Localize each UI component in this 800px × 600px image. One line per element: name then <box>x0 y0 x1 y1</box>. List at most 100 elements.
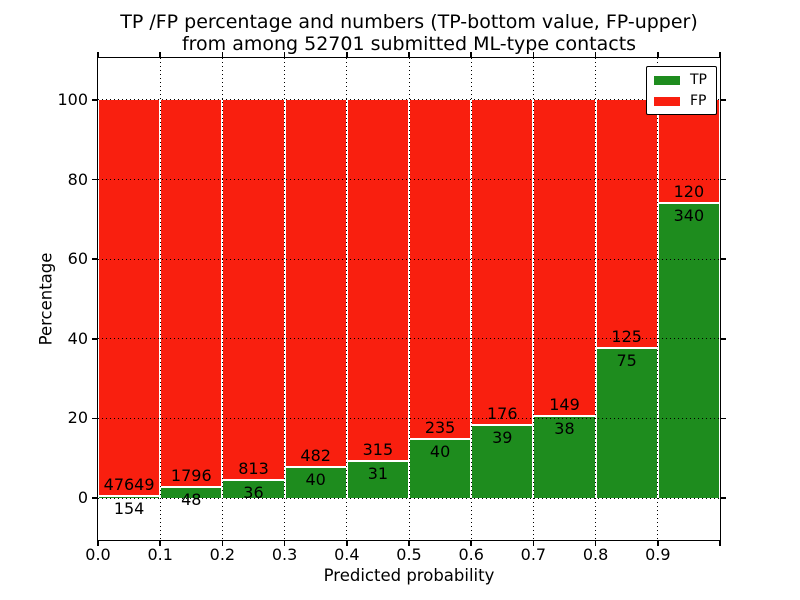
tp-bar <box>161 487 222 498</box>
tp-count-label: 154 <box>113 498 145 518</box>
tp-count-label: 40 <box>429 442 451 462</box>
fp-bar <box>223 99 284 482</box>
grid-line-vertical <box>532 58 534 540</box>
chart-title-line2: from among 52701 submitted ML-type conta… <box>181 33 637 55</box>
grid-line-horizontal <box>98 99 720 101</box>
y-tick-mark-right <box>721 497 726 499</box>
fp-count-label: 47649 <box>103 474 155 494</box>
fp-bar <box>596 99 657 349</box>
fp-bar <box>410 99 471 441</box>
tp-count-label: 40 <box>305 469 326 489</box>
x-tick-label: 0.1 <box>147 545 173 564</box>
grid-line-horizontal <box>98 179 720 181</box>
legend-entry: FP <box>654 93 709 109</box>
x-tick-label: 0.3 <box>271 545 298 564</box>
fp-count-label: 176 <box>487 403 518 423</box>
tp-count-label: 48 <box>181 489 202 509</box>
fp-count-label: 120 <box>673 181 705 201</box>
x-tick-label: 0.9 <box>645 545 671 564</box>
grid-line-vertical <box>657 58 659 540</box>
y-tick-label: 80 <box>67 169 88 189</box>
x-tick-mark-top <box>594 51 597 57</box>
tp-bar <box>99 496 160 498</box>
grid-line-horizontal <box>98 497 720 499</box>
y-tick-label: 0 <box>77 488 88 507</box>
grid-line-horizontal <box>98 417 720 419</box>
fp-count-label: 813 <box>238 459 269 479</box>
tp-count-label: 38 <box>554 419 575 439</box>
x-tick-mark-top <box>470 51 472 57</box>
x-axis-label: Predicted probability <box>323 566 495 585</box>
x-tick-mark-top <box>532 51 535 57</box>
tp-bar <box>658 203 719 498</box>
fp-count-label: 235 <box>424 418 456 438</box>
chart-title-line1: TP /FP percentage and numbers (TP-bottom… <box>120 11 698 33</box>
y-tick-label: 40 <box>67 328 88 348</box>
tp-bar <box>596 348 657 498</box>
x-tick-mark-bottom <box>532 541 535 546</box>
y-tick-mark-right <box>721 178 726 181</box>
y-tick-mark-left <box>91 99 97 101</box>
y-tick-label: 20 <box>67 408 88 428</box>
tp-count-label: 39 <box>492 427 513 447</box>
x-tick-label: 0.6 <box>458 545 484 564</box>
legend-color-patch-fp <box>654 96 680 106</box>
tp-count-label: 31 <box>367 464 389 484</box>
y-tick-mark-left <box>91 178 97 181</box>
x-tick-mark-top <box>221 51 224 57</box>
x-tick-mark-top <box>97 51 99 57</box>
x-tick-mark-top <box>346 51 348 57</box>
legend: TP FP <box>646 66 717 115</box>
x-tick-mark-bottom <box>97 541 99 546</box>
x-tick-mark-bottom <box>221 541 224 546</box>
x-tick-mark-bottom <box>719 541 721 546</box>
grid-line-horizontal <box>98 258 720 260</box>
x-tick-label: 0.5 <box>396 545 422 564</box>
tp-bar <box>534 417 595 498</box>
x-tick-mark-bottom <box>470 541 472 546</box>
fp-bar <box>472 99 533 426</box>
x-tick-label: 0.2 <box>209 545 236 564</box>
x-tick-mark-top <box>408 51 410 57</box>
y-tick-mark-left <box>91 497 97 499</box>
grid-line-vertical <box>159 58 161 540</box>
legend-label: FP <box>690 93 707 109</box>
fp-bar <box>534 99 595 418</box>
x-tick-label: 0.8 <box>582 545 609 564</box>
chart-title: TP /FP percentage and numbers (TP-bottom… <box>98 11 720 55</box>
x-tick-label: 0.7 <box>520 545 547 564</box>
tp-count-label: 75 <box>616 350 637 370</box>
tp-bar <box>223 481 284 498</box>
tp-count-label: 36 <box>243 483 264 503</box>
tp-count-label: 340 <box>673 205 705 225</box>
y-tick-mark-left <box>91 258 97 260</box>
grid-line-vertical <box>595 58 597 540</box>
tp-bar <box>347 462 408 498</box>
fp-count-label: 1796 <box>170 465 212 485</box>
x-tick-mark-top <box>719 51 721 57</box>
fp-bar <box>285 99 346 468</box>
tp-bar <box>472 425 533 498</box>
x-tick-mark-top <box>283 51 286 57</box>
x-tick-label: 0.4 <box>334 545 360 564</box>
x-tick-mark-top <box>159 51 161 57</box>
fp-count-label: 149 <box>549 395 580 415</box>
x-tick-label: 0.0 <box>85 545 111 564</box>
legend-entry: TP <box>654 72 709 88</box>
x-tick-mark-bottom <box>408 541 410 546</box>
grid-line-horizontal <box>98 338 720 340</box>
y-tick-mark-right <box>721 99 726 101</box>
fp-bar <box>161 99 222 488</box>
y-tick-label: 100 <box>57 89 88 109</box>
x-tick-mark-bottom <box>346 541 348 546</box>
y-tick-mark-left <box>91 417 97 420</box>
tp-bar <box>285 467 346 498</box>
grid-line-vertical <box>408 58 410 540</box>
fp-bar <box>99 99 160 497</box>
legend-label: TP <box>690 72 707 88</box>
y-tick-mark-left <box>91 338 97 340</box>
grid-line-vertical <box>221 58 223 540</box>
plot-area: 47649 154 1796 48 813 36 482 40 315 31 235 40 176 39 1… <box>97 57 721 541</box>
fp-bar <box>347 99 408 463</box>
x-tick-mark-bottom <box>657 541 659 546</box>
